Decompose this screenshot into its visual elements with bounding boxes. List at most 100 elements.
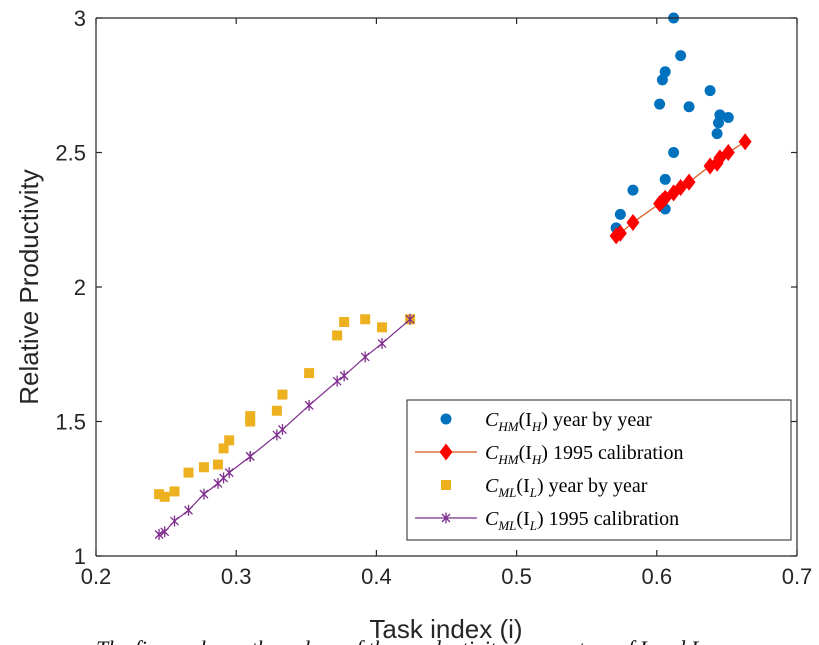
x-tick-label: 0.3 (221, 564, 252, 589)
data-point-chm-year (668, 147, 680, 158)
data-marks (154, 12, 752, 540)
legend-legend-rest: ) 1995 calibration (537, 508, 679, 530)
data-point-cml-year (245, 411, 256, 422)
data-point-cml-1995 (360, 351, 370, 363)
data-point-cml-year (304, 368, 315, 379)
legend-legend-main: C (485, 409, 499, 431)
legend-legend-rest: ) year by year (541, 409, 652, 431)
data-point-cml-year (183, 467, 194, 478)
caption-fragment: The figure shows the values of the produ… (96, 636, 703, 645)
data-point-cml-1995 (224, 467, 234, 479)
legend-entry-chm-1995: CHM(IH) 1995 calibration (415, 442, 683, 467)
data-point-chm-year (675, 50, 687, 62)
legend-legend-main: C (485, 508, 499, 530)
y-axis-title: Relative Productivity (14, 169, 44, 405)
data-point-cml-year (169, 486, 180, 497)
series-cml-year (154, 314, 416, 502)
x-tick-label: 0.4 (361, 564, 392, 589)
legend-legend-arg-main: (I (519, 442, 532, 464)
legend-legend-rest: ) year by year (537, 475, 648, 497)
data-point-cml-year (154, 489, 165, 500)
x-tick-label: 0.6 (642, 564, 673, 589)
data-point-chm-year (659, 173, 671, 185)
y-tick-label: 2 (74, 275, 86, 300)
y-tick-label: 1 (74, 544, 86, 569)
legend-entry-cml-1995: CML(IL) 1995 calibration (415, 508, 679, 533)
legend-label: CHM(IH) 1995 calibration (485, 442, 683, 467)
data-point-cml-year (218, 443, 229, 454)
data-point-cml-year (360, 314, 371, 325)
data-point-chm-year (704, 85, 716, 97)
y-tick-label: 1.5 (55, 410, 86, 435)
data-point-cml-1995 (154, 528, 164, 540)
data-point-cml-1995 (304, 399, 314, 411)
legend-legend-sub: HM (497, 452, 519, 467)
series-cml-1995 (154, 313, 415, 540)
data-point-cml-year (339, 316, 350, 327)
legend-legend-arg-main: (I (516, 475, 529, 497)
legend-legend-arg-main: (I (519, 409, 532, 431)
legend-legend-sub: ML (497, 518, 516, 533)
data-point-cml-1995 (332, 375, 342, 387)
series-chm-year (610, 12, 734, 234)
series-chm-1995 (609, 133, 752, 245)
data-point-chm-year (659, 66, 671, 78)
data-point-cml-year (224, 435, 235, 446)
legend-legend-rest: ) 1995 calibration (541, 442, 683, 464)
data-point-chm-year (614, 208, 626, 220)
legend-entry-chm-year: CHM(IH) year by year (440, 409, 652, 434)
data-point-cml-1995 (245, 450, 255, 462)
legend-marker-cml-1995 (441, 512, 451, 524)
legend-label: CML(IL) 1995 calibration (485, 508, 679, 533)
data-point-chm-year (711, 128, 723, 140)
data-point-cml-1995 (278, 424, 287, 436)
data-point-cml-1995 (160, 526, 170, 538)
data-point-chm-year (683, 101, 695, 113)
data-point-cml-1995 (184, 504, 193, 516)
y-tick-label: 2.5 (55, 141, 86, 166)
legend-legend-arg-main: (I (516, 508, 529, 530)
data-point-chm-year (627, 184, 639, 196)
data-point-cml-1995 (405, 313, 415, 325)
data-point-cml-year (377, 322, 388, 333)
legend-box (406, 399, 792, 541)
legend-legend-main: C (485, 475, 499, 497)
legend-legend-arg-sub: L (529, 518, 537, 533)
data-point-chm-year (654, 98, 666, 110)
ticks: 0.2 0.3 0.4 0.5 0.6 0.7 1 1.5 2 2.5 3 (55, 6, 812, 589)
legend-legend-arg-sub: H (531, 452, 542, 467)
data-point-chm-year (714, 109, 726, 121)
data-point-cml-year (277, 389, 288, 400)
legend-entry-cml-year: CML(IL) year by year (441, 475, 648, 500)
x-tick-label: 0.5 (501, 564, 532, 589)
legend-legend-sub: HM (497, 419, 519, 434)
data-point-cml-1995 (199, 488, 209, 500)
legend-legend-sub: ML (497, 485, 516, 500)
data-point-cml-1995 (170, 515, 179, 527)
data-point-cml-year (245, 416, 256, 427)
x-axis-title: Task index (i) (369, 614, 522, 644)
data-point-chm-1995 (721, 144, 735, 161)
data-point-chm-1995 (613, 224, 627, 242)
data-point-chm-1995 (626, 213, 640, 231)
legend-legend-main: C (485, 442, 499, 464)
legend-label: CML(IL) year by year (485, 475, 648, 500)
legend-marker-chm-1995 (439, 443, 453, 461)
legend-label: CHM(IH) year by year (485, 409, 652, 434)
x-tick-label: 0.7 (782, 564, 813, 589)
data-point-cml-1995 (339, 370, 349, 382)
legend-legend-arg-sub: H (531, 419, 542, 434)
legend-legend-arg-sub: L (529, 485, 537, 500)
legend-marker-chm-year (440, 413, 452, 425)
data-point-cml-year (212, 459, 223, 470)
y-tick-label: 3 (74, 6, 86, 31)
x-tick-label: 0.2 (81, 564, 112, 589)
legend-marker-cml-year (441, 480, 451, 490)
data-point-cml-year (271, 405, 282, 416)
data-point-cml-year (198, 462, 209, 473)
data-point-cml-year (332, 330, 343, 341)
data-point-chm-year (722, 112, 734, 124)
data-point-cml-1995 (377, 337, 387, 349)
